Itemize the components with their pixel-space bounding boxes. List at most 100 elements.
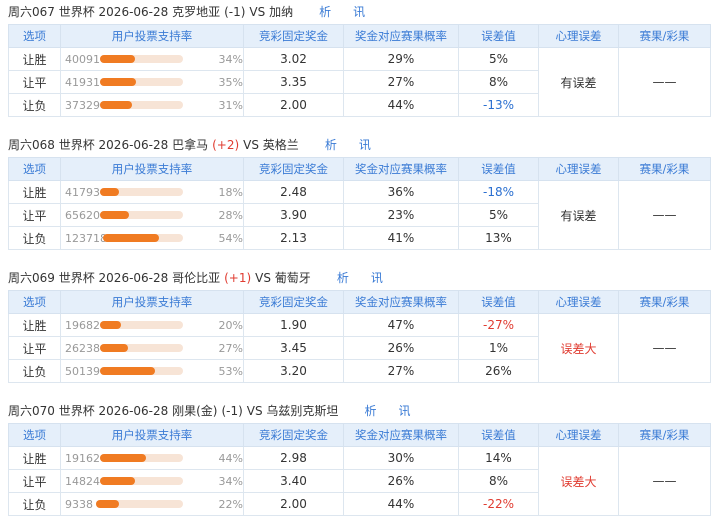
support-label: 28% xyxy=(218,208,243,222)
column-header: 误差值 xyxy=(458,157,539,181)
odds: 2.00 xyxy=(243,492,344,516)
support-cell: 19682 20% xyxy=(60,313,244,337)
vote-count: 26238 xyxy=(65,341,100,355)
odds: 2.13 xyxy=(243,226,344,250)
column-header: 竞彩固定奖金 xyxy=(243,290,344,314)
support-cell: 19162 44% xyxy=(60,446,244,470)
support-label: 22% xyxy=(218,497,243,511)
vote-count: 41793 xyxy=(65,185,100,199)
option-row: 让平 26238 27% 3.45 26% 1% xyxy=(8,336,711,360)
bar-track xyxy=(100,101,183,109)
bar-track xyxy=(100,188,183,196)
support: 19162 44% xyxy=(61,452,243,465)
match-block: 周六068 世界杯 2026-06-28 巴拿马 (+2) VS 英格兰 析 讯选项 用户… xyxy=(8,135,712,250)
column-header: 用户投票支持率 xyxy=(60,423,244,447)
column-header: 心理误差 xyxy=(538,24,619,48)
difference: 5% xyxy=(458,203,539,227)
column-header: 用户投票支持率 xyxy=(60,290,244,314)
link[interactable]: 析 xyxy=(364,404,377,418)
odds-table: 选项 用户投票支持率 竞彩固定奖金 奖金对应赛果概率 误差值 心理误差 赛果/彩果 让胜 417… xyxy=(8,157,711,250)
header-row: 选项 用户投票支持率 竞彩固定奖金 奖金对应赛果概率 误差值 心理误差 赛果/彩果 xyxy=(8,290,711,314)
support: 40091 34% xyxy=(61,53,243,66)
opponent: VS 葡萄牙 xyxy=(255,271,311,285)
probability: 41% xyxy=(343,226,459,250)
result: —— xyxy=(618,313,711,383)
probability: 26% xyxy=(343,336,459,360)
verdict: 有误差 xyxy=(538,180,619,250)
match-title: 周六070 世界杯 2026-06-28 刚果(金) (-1) VS 乌兹别克斯坦 析… xyxy=(8,401,712,421)
probability: 27% xyxy=(343,359,459,383)
vote-count: 19682 xyxy=(65,318,100,332)
bar-track xyxy=(100,454,183,462)
opponent: VS 英格兰 xyxy=(243,138,299,152)
column-header: 竞彩固定奖金 xyxy=(243,423,344,447)
option: 让胜 xyxy=(8,180,61,204)
header-row: 选项 用户投票支持率 竞彩固定奖金 奖金对应赛果概率 误差值 心理误差 赛果/彩果 xyxy=(8,423,711,447)
column-header: 竞彩固定奖金 xyxy=(243,24,344,48)
bar xyxy=(100,344,129,352)
column-header: 赛果/彩果 xyxy=(618,423,711,447)
support-label: 54% xyxy=(218,231,243,245)
column-header: 误差值 xyxy=(458,423,539,447)
odds: 3.40 xyxy=(243,469,344,493)
option-row: 让负 37329 31% 2.00 44% -13% xyxy=(8,93,711,117)
bar-track xyxy=(100,78,183,86)
option: 让胜 xyxy=(8,446,61,470)
difference: -18% xyxy=(458,180,539,204)
difference: 14% xyxy=(458,446,539,470)
bar-track xyxy=(100,55,183,63)
link[interactable]: 析 xyxy=(336,271,349,285)
bar xyxy=(100,55,136,63)
support-label: 20% xyxy=(218,318,243,332)
vote-count: 19162 xyxy=(65,451,100,465)
link[interactable]: 讯 xyxy=(398,404,411,418)
odds-table: 选项 用户投票支持率 竞彩固定奖金 奖金对应赛果概率 误差值 心理误差 赛果/彩果 让胜 196… xyxy=(8,290,711,383)
match-info: 周六068 世界杯 2026-06-28 巴拿马 xyxy=(8,138,209,152)
probability: 27% xyxy=(343,70,459,94)
odds-table: 选项 用户投票支持率 竞彩固定奖金 奖金对应赛果概率 误差值 心理误差 赛果/彩果 让胜 191… xyxy=(8,423,711,516)
support-label: 27% xyxy=(218,341,243,355)
difference: -27% xyxy=(458,313,539,337)
column-header: 选项 xyxy=(8,290,61,314)
bar-track xyxy=(100,211,183,219)
support-cell: 40091 34% xyxy=(60,47,244,71)
option: 让平 xyxy=(8,469,61,493)
link[interactable]: 讯 xyxy=(358,138,371,152)
option-row: 让胜 41793 18% 2.48 36% -18% 有误差 —— xyxy=(8,180,711,250)
difference: 8% xyxy=(458,70,539,94)
difference: -22% xyxy=(458,492,539,516)
column-header: 误差值 xyxy=(458,290,539,314)
probability: 29% xyxy=(343,47,459,71)
column-header: 选项 xyxy=(8,24,61,48)
odds: 3.35 xyxy=(243,70,344,94)
bar xyxy=(100,78,137,86)
bar xyxy=(100,211,130,219)
match-title: 周六068 世界杯 2026-06-28 巴拿马 (+2) VS 英格兰 析 讯 xyxy=(8,135,712,155)
link[interactable]: 析 xyxy=(324,138,337,152)
difference: 1% xyxy=(458,336,539,360)
support: 50139 53% xyxy=(61,365,243,378)
support-label: 34% xyxy=(218,52,243,66)
vote-count: 123718 xyxy=(65,231,107,245)
support-label: 53% xyxy=(218,364,243,378)
bar xyxy=(100,321,121,329)
link[interactable]: 讯 xyxy=(370,271,383,285)
column-header: 选项 xyxy=(8,423,61,447)
odds: 1.90 xyxy=(243,313,344,337)
column-header: 心理误差 xyxy=(538,423,619,447)
odds: 3.45 xyxy=(243,336,344,360)
match-block: 周六070 世界杯 2026-06-28 刚果(金) (-1) VS 乌兹别克斯坦 析… xyxy=(8,401,712,516)
handicap: (+1) xyxy=(224,271,252,285)
option-row: 让平 14824 34% 3.40 26% 8% xyxy=(8,469,711,493)
link[interactable]: 析 xyxy=(319,5,332,19)
link[interactable]: 讯 xyxy=(353,5,366,19)
option: 让平 xyxy=(8,336,61,360)
vote-count: 14824 xyxy=(65,474,100,488)
vote-count: 65620 xyxy=(65,208,100,222)
support: 41793 18% xyxy=(61,186,243,199)
odds: 2.98 xyxy=(243,446,344,470)
option: 让平 xyxy=(8,203,61,227)
column-header: 误差值 xyxy=(458,24,539,48)
column-header: 用户投票支持率 xyxy=(60,24,244,48)
support: 41931 35% xyxy=(61,76,243,89)
